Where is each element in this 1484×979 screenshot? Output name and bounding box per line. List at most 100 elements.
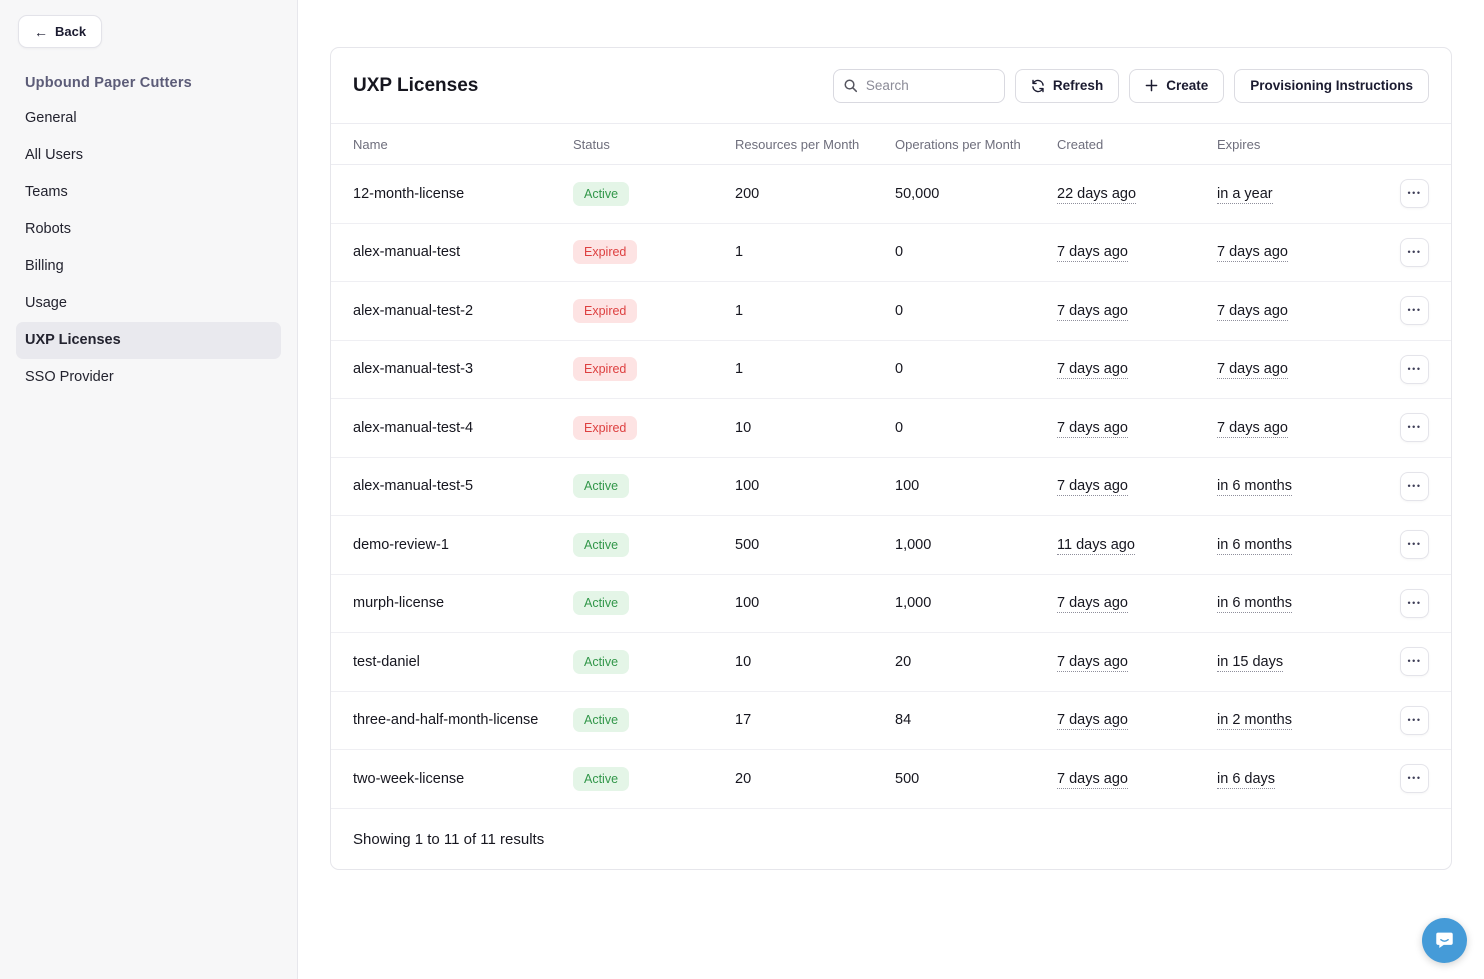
ellipsis-icon: ••• [1407, 480, 1422, 491]
created-value: 7 days ago [1057, 595, 1128, 614]
page-title: UXP Licenses [353, 74, 479, 96]
created-value: 7 days ago [1057, 770, 1128, 789]
row-actions-button[interactable]: ••• [1400, 705, 1429, 735]
sidebar-item-robots[interactable]: Robots [25, 221, 71, 237]
resources-per-month-value: 200 [735, 185, 760, 202]
expires-value: 7 days ago [1217, 302, 1288, 321]
ellipsis-icon: ••• [1407, 363, 1422, 374]
operations-per-month-value: 100 [895, 478, 920, 495]
sidebar-item-billing[interactable]: Billing [25, 258, 64, 274]
table-row: alex-manual-test-5 Active 100 100 7 days… [331, 458, 1451, 516]
row-actions-button[interactable]: ••• [1400, 530, 1429, 560]
ellipsis-icon: ••• [1407, 246, 1422, 257]
header-controls: Refresh Create Provisioning Instructions [832, 68, 1429, 103]
created-value: 7 days ago [1057, 361, 1128, 380]
row-actions-button[interactable]: ••• [1400, 764, 1429, 794]
table-row: 12-month-license Active 200 50,000 22 da… [331, 165, 1451, 224]
ellipsis-icon: ••• [1407, 597, 1422, 608]
expires-value: in a year [1217, 185, 1273, 204]
ellipsis-icon: ••• [1407, 305, 1422, 316]
resources-per-month-value: 1 [735, 244, 744, 261]
status-badge: Active [573, 649, 630, 674]
license-name: murph-license [353, 595, 445, 612]
status-badge: Expired [573, 240, 638, 265]
sidebar-item-teams[interactable]: Teams [25, 184, 68, 200]
create-button[interactable]: Create [1129, 68, 1225, 103]
column-header-expires: Expires [1217, 136, 1261, 152]
table-row: alex-manual-test-3 Expired 1 0 7 days ag… [331, 341, 1451, 399]
expires-value: in 6 months [1217, 595, 1292, 614]
sidebar-item-uxp-licenses[interactable]: UXP Licenses [16, 322, 281, 359]
chat-launcher-button[interactable] [1422, 918, 1467, 963]
license-name: alex-manual-test-4 [353, 419, 474, 436]
refresh-button[interactable]: Refresh [1014, 68, 1120, 103]
operations-per-month-value: 1,000 [895, 595, 932, 612]
column-header-resources: Resources per Month [735, 136, 860, 152]
sidebar-item-sso-provider[interactable]: SSO Provider [25, 369, 114, 385]
license-table-body: 12-month-license Active 200 50,000 22 da… [331, 165, 1451, 809]
expires-value: in 6 months [1217, 478, 1292, 497]
created-value: 7 days ago [1057, 244, 1128, 263]
license-name: two-week-license [353, 770, 465, 787]
table-row: murph-license Active 100 1,000 7 days ag… [331, 575, 1451, 633]
column-header-operations: Operations per Month [895, 136, 1021, 152]
status-badge: Active [573, 708, 630, 733]
row-actions-button[interactable]: ••• [1400, 179, 1429, 209]
operations-per-month-value: 0 [895, 244, 904, 261]
row-actions-button[interactable]: ••• [1400, 354, 1429, 384]
table-header-row: Name Status Resources per Month Operatio… [331, 123, 1451, 165]
refresh-icon [1031, 79, 1045, 93]
resources-per-month-value: 17 [735, 712, 752, 729]
table-row: three-and-half-month-license Active 17 8… [331, 692, 1451, 750]
status-badge: Expired [573, 415, 638, 440]
results-count-text: Showing 1 to 11 of 11 results [353, 830, 545, 848]
operations-per-month-value: 20 [895, 653, 912, 670]
table-footer: Showing 1 to 11 of 11 results [331, 809, 1451, 870]
license-name: alex-manual-test-2 [353, 302, 474, 319]
row-actions-button[interactable]: ••• [1400, 588, 1429, 618]
operations-per-month-value: 0 [895, 361, 904, 378]
table-row: test-daniel Active 10 20 7 days ago in 1… [331, 633, 1451, 692]
row-actions-button[interactable]: ••• [1400, 237, 1429, 267]
row-actions-button[interactable]: ••• [1400, 296, 1429, 326]
resources-per-month-value: 10 [735, 419, 752, 436]
expires-value: 7 days ago [1217, 419, 1288, 438]
row-actions-button[interactable]: ••• [1400, 471, 1429, 501]
expires-value: in 6 months [1217, 536, 1292, 555]
table-row: alex-manual-test Expired 1 0 7 days ago … [331, 224, 1451, 282]
ellipsis-icon: ••• [1407, 656, 1422, 667]
sidebar-item-all-users[interactable]: All Users [25, 147, 84, 163]
provisioning-instructions-label: Provisioning Instructions [1250, 78, 1413, 93]
created-value: 11 days ago [1057, 536, 1135, 555]
plus-icon [1145, 79, 1158, 92]
sidebar-item-general[interactable]: General [25, 110, 77, 126]
table-row: two-week-license Active 20 500 7 days ag… [331, 750, 1451, 809]
created-value: 7 days ago [1057, 712, 1128, 731]
resources-per-month-value: 20 [735, 770, 752, 787]
row-actions-button[interactable]: ••• [1400, 647, 1429, 677]
ellipsis-icon: ••• [1407, 539, 1422, 550]
expires-value: 7 days ago [1217, 361, 1288, 380]
license-name: demo-review-1 [353, 536, 449, 553]
table-row: alex-manual-test-4 Expired 10 0 7 days a… [331, 399, 1451, 458]
back-button[interactable]: ← Back [18, 15, 103, 48]
license-name: 12-month-license [353, 185, 465, 202]
status-badge: Expired [573, 357, 638, 382]
create-button-label: Create [1166, 78, 1209, 93]
created-value: 7 days ago [1057, 653, 1128, 672]
operations-per-month-value: 50,000 [895, 185, 940, 202]
resources-per-month-value: 10 [735, 653, 752, 670]
uxp-licenses-card: UXP Licenses [330, 47, 1452, 870]
resources-per-month-value: 1 [735, 361, 744, 378]
row-actions-button[interactable]: ••• [1400, 413, 1429, 443]
main-content: UXP Licenses [298, 0, 1484, 979]
created-value: 7 days ago [1057, 478, 1128, 497]
status-badge: Active [573, 181, 630, 206]
chat-bubble-icon [1433, 929, 1456, 952]
provisioning-instructions-button[interactable]: Provisioning Instructions [1234, 68, 1429, 103]
sidebar-item-usage[interactable]: Usage [25, 295, 67, 311]
org-title: Upbound Paper Cutters [25, 75, 192, 91]
back-button-label: Back [55, 24, 87, 39]
operations-per-month-value: 0 [895, 302, 904, 319]
search-input[interactable] [832, 68, 1005, 103]
